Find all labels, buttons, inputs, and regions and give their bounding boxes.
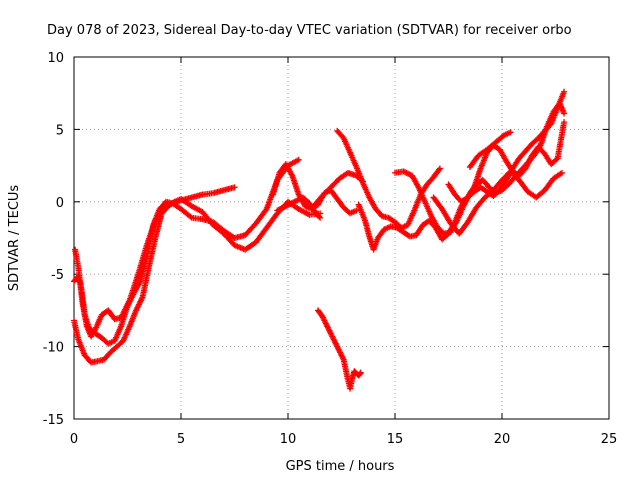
y-tick-label: -5 [51, 268, 64, 283]
data-points [71, 88, 568, 392]
x-tick-label: 20 [494, 432, 511, 447]
y-axis-label: SDTVAR / TECUs [7, 185, 22, 292]
data-point [436, 165, 443, 172]
series-arc-L [466, 129, 514, 171]
data-point [316, 213, 323, 220]
y-tick-label: 0 [56, 196, 64, 211]
data-point [507, 129, 514, 136]
x-tick-label: 25 [601, 432, 618, 447]
x-tick-label: 10 [280, 432, 297, 447]
data-point [436, 166, 443, 173]
data-point [561, 119, 568, 126]
y-tick-label: 10 [47, 51, 64, 66]
x-tick-label: 0 [70, 432, 78, 447]
data-point [561, 88, 568, 95]
axis-ticks: 0 5 10 15 20 25 -15 -10 -5 0 5 10 [43, 51, 618, 447]
series-arc-K [430, 168, 565, 237]
x-tick-label: 5 [177, 432, 185, 447]
x-tick-label: 15 [387, 432, 404, 447]
data-point [357, 369, 364, 376]
y-tick-label: -15 [43, 413, 64, 428]
data-point [558, 169, 565, 176]
x-axis-label: GPS time / hours [286, 459, 395, 474]
chart-title: Day 078 of 2023, Sidereal Day-to-day VTE… [47, 23, 572, 38]
series-arc-G [334, 127, 443, 231]
y-tick-label: -10 [43, 341, 64, 356]
plot-frame [73, 56, 610, 420]
y-tick-label: 5 [56, 123, 64, 138]
data-point [187, 213, 194, 220]
data-point [357, 370, 364, 377]
series-arc-B [71, 156, 302, 347]
data-point [231, 184, 238, 191]
data-point [295, 156, 302, 163]
grid [74, 57, 609, 419]
series-arc-M [314, 307, 364, 392]
data-point [561, 110, 568, 117]
series-arc-J [445, 119, 568, 205]
series-arc-A [72, 184, 238, 340]
data-point [317, 214, 324, 221]
